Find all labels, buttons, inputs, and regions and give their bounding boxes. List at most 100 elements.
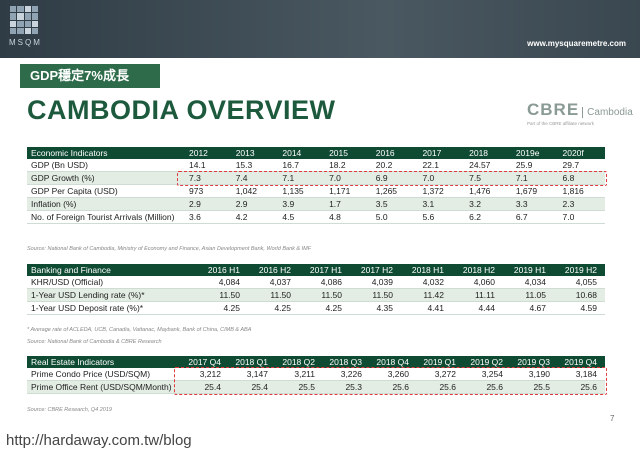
cell-value: 25.3 bbox=[323, 380, 370, 394]
cell-value: 4.25 bbox=[197, 301, 248, 315]
cell-value: 973 bbox=[185, 184, 232, 198]
column-header: 2018 Q2 bbox=[276, 356, 323, 368]
cell-value: 3.2 bbox=[465, 197, 512, 211]
column-header: 2019 Q4 bbox=[558, 356, 605, 368]
cell-value: 3.9 bbox=[278, 197, 326, 211]
cell-value: 24.57 bbox=[465, 159, 512, 172]
cell-value: 3,212 bbox=[182, 368, 229, 381]
cell-value: 6.9 bbox=[371, 171, 419, 185]
column-header: Banking and Finance bbox=[27, 264, 197, 276]
cell-value: 3,184 bbox=[558, 368, 605, 381]
cell-value: 20.2 bbox=[371, 159, 419, 172]
cell-value: 11.42 bbox=[401, 288, 452, 302]
row-label: Prime Condo Price (USD/SQM) bbox=[27, 368, 182, 381]
cell-value: 4,039 bbox=[350, 276, 401, 289]
column-header: 2016 H2 bbox=[248, 264, 299, 276]
column-header: 2017 Q4 bbox=[182, 356, 229, 368]
cell-value: 11.50 bbox=[299, 288, 350, 302]
column-header: 2019 H1 bbox=[503, 264, 554, 276]
cell-value: 3,226 bbox=[323, 368, 370, 381]
brand-name: CBRE bbox=[527, 100, 580, 119]
table-note: Source: CBRE Research, Q4 2019 bbox=[27, 407, 112, 413]
cell-value: 11.50 bbox=[248, 288, 299, 302]
column-header: Economic Indicators bbox=[27, 147, 185, 159]
cell-value: 1,042 bbox=[231, 184, 279, 198]
cell-value: 11.50 bbox=[197, 288, 248, 302]
cell-value: 4.5 bbox=[278, 210, 326, 224]
cell-value: 25.6 bbox=[464, 380, 511, 394]
cell-value: 1,816 bbox=[558, 184, 606, 198]
cell-value: 3,211 bbox=[276, 368, 323, 381]
table-note: Source: National Bank of Cambodia & CBRE… bbox=[27, 339, 162, 345]
column-header: 2018 Q3 bbox=[323, 356, 370, 368]
cell-value: 16.7 bbox=[278, 159, 326, 172]
table-head: Real Estate Indicators 2017 Q4 2018 Q1 2018… bbox=[27, 356, 605, 368]
table-row: No. of Foreign Tourist Arrivals (Million… bbox=[27, 210, 606, 224]
column-header: 2018 H1 bbox=[401, 264, 452, 276]
cell-value: 4.25 bbox=[299, 301, 350, 315]
cell-value: 3.6 bbox=[185, 210, 232, 224]
column-header: 2019 Q1 bbox=[417, 356, 464, 368]
cell-value: 14.1 bbox=[185, 159, 232, 172]
highlight-box bbox=[177, 170, 608, 186]
cell-value: 4,034 bbox=[503, 276, 554, 289]
data-table: Economic Indicators 2012 2013 2014 2015 2016 2… bbox=[27, 147, 606, 224]
cell-value: 1.7 bbox=[325, 197, 372, 211]
column-header: 2016 H1 bbox=[197, 264, 248, 276]
page-number: 7 bbox=[610, 414, 615, 423]
banner: MSQM www.mysquaremetre.com bbox=[0, 0, 640, 58]
column-header: 2019e bbox=[511, 147, 559, 159]
row-label: GDP Per Capita (USD) bbox=[27, 184, 185, 198]
table-row: GDP Per Capita (USD) 973 1,042 1,135 1,171 1,… bbox=[27, 184, 606, 198]
cell-value: 3,190 bbox=[511, 368, 558, 381]
cell-value: 25.5 bbox=[276, 380, 323, 394]
cell-value: 25.6 bbox=[417, 380, 464, 394]
cell-value: 22.1 bbox=[418, 159, 466, 172]
cell-value: 6.7 bbox=[511, 210, 559, 224]
cell-value: 18.2 bbox=[325, 159, 372, 172]
column-header: 2013 bbox=[231, 147, 279, 159]
table-row: KHR/USD (Official) 4,084 4,037 4,086 4,039 4,… bbox=[27, 276, 605, 289]
column-header: 2015 bbox=[325, 147, 372, 159]
row-label: 1-Year USD Deposit rate (%)* bbox=[27, 301, 197, 315]
cell-value: 4.67 bbox=[503, 301, 554, 315]
cell-value: 4.59 bbox=[554, 301, 605, 315]
row-label: 1-Year USD Lending rate (%)* bbox=[27, 288, 197, 302]
cell-value: 2.9 bbox=[185, 197, 232, 211]
cell-value: 6.2 bbox=[465, 210, 512, 224]
website: www.mysquaremetre.com bbox=[527, 39, 626, 48]
cell-value: 4,084 bbox=[197, 276, 248, 289]
cell-value: 1,135 bbox=[278, 184, 326, 198]
cell-value: 1,372 bbox=[418, 184, 466, 198]
watermark: http://hardaway.com.tw/blog bbox=[6, 432, 192, 449]
column-header: 2018 Q4 bbox=[370, 356, 417, 368]
table-body: GDP (Bn USD) 14.1 15.3 16.7 18.2 20.2 22.1 24.5… bbox=[27, 159, 606, 224]
cell-value: 3,260 bbox=[370, 368, 417, 381]
cell-value: 11.11 bbox=[452, 288, 503, 302]
cell-value: 3,254 bbox=[464, 368, 511, 381]
tag: GDP穩定7%成長 bbox=[20, 64, 160, 88]
cell-value: 3,272 bbox=[417, 368, 464, 381]
brand-tagline: Part of the CBRE affiliate network bbox=[527, 121, 594, 126]
cell-value: 4.8 bbox=[325, 210, 372, 224]
cell-value: 2.9 bbox=[231, 197, 279, 211]
row-label: Prime Office Rent (USD/SQM/Month) bbox=[27, 380, 182, 394]
header-row: Banking and Finance 2016 H1 2016 H2 2017 H1… bbox=[27, 264, 605, 276]
cell-value: 25.5 bbox=[511, 380, 558, 394]
cell-value: 25.4 bbox=[182, 380, 229, 394]
logo-icon bbox=[10, 6, 38, 34]
column-header: 2019 Q3 bbox=[511, 356, 558, 368]
column-header: 2016 bbox=[371, 147, 419, 159]
cell-value: 11.50 bbox=[350, 288, 401, 302]
cell-value: 4,032 bbox=[401, 276, 452, 289]
cell-value: 7.0 bbox=[325, 171, 372, 185]
cell-value: 25.6 bbox=[370, 380, 417, 394]
column-header: 2018 H2 bbox=[452, 264, 503, 276]
cell-value: 10.68 bbox=[554, 288, 605, 302]
highlight-box bbox=[174, 367, 607, 395]
cell-value: 3,147 bbox=[229, 368, 276, 381]
cell-value: 25.6 bbox=[558, 380, 605, 394]
table-row: 1-Year USD Lending rate (%)* 11.50 11.50 11… bbox=[27, 288, 605, 302]
cell-value: 4,060 bbox=[452, 276, 503, 289]
cell-value: 4,055 bbox=[554, 276, 605, 289]
